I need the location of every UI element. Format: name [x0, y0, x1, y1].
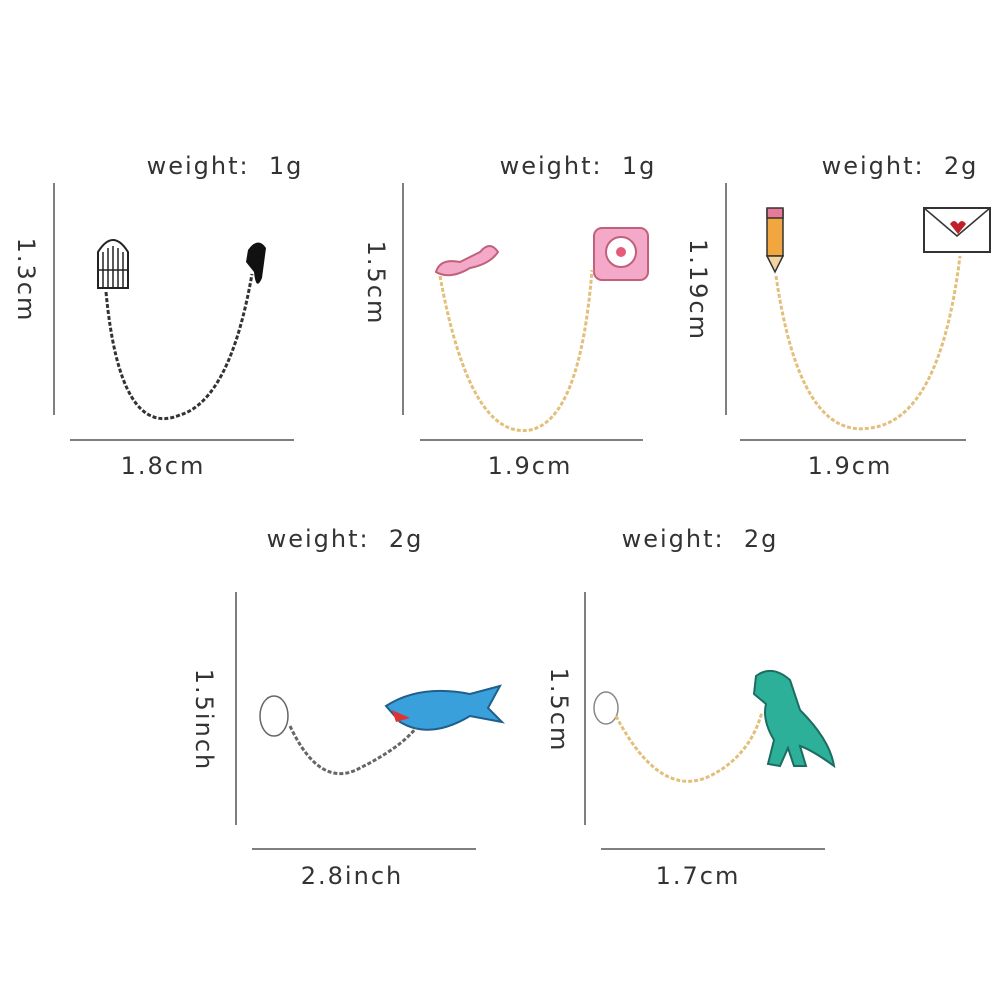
brooch-illustration [593, 669, 836, 783]
height-label: 1.5inch [190, 669, 218, 771]
height-label: 1.5cm [362, 241, 390, 326]
weight-label: weight: 2g [822, 152, 979, 180]
height-label: 1.5cm [545, 668, 573, 753]
height-label: 1.19cm [684, 239, 712, 341]
brooch-illustration [97, 239, 266, 421]
weight-label: weight: 1g [500, 152, 657, 180]
height-label: 1.3cm [12, 238, 40, 323]
brooch-illustration [434, 227, 649, 433]
width-label: 1.9cm [488, 452, 573, 480]
brooch-illustration [259, 684, 505, 776]
width-label: 1.7cm [656, 862, 741, 890]
weight-label: weight: 2g [622, 525, 779, 553]
weight-label: weight: 2g [267, 525, 424, 553]
brooch-illustration [765, 207, 991, 431]
width-label: 1.9cm [808, 452, 893, 480]
width-label: 1.8cm [121, 452, 206, 480]
width-label: 2.8inch [301, 862, 403, 890]
weight-label: weight: 1g [147, 152, 304, 180]
